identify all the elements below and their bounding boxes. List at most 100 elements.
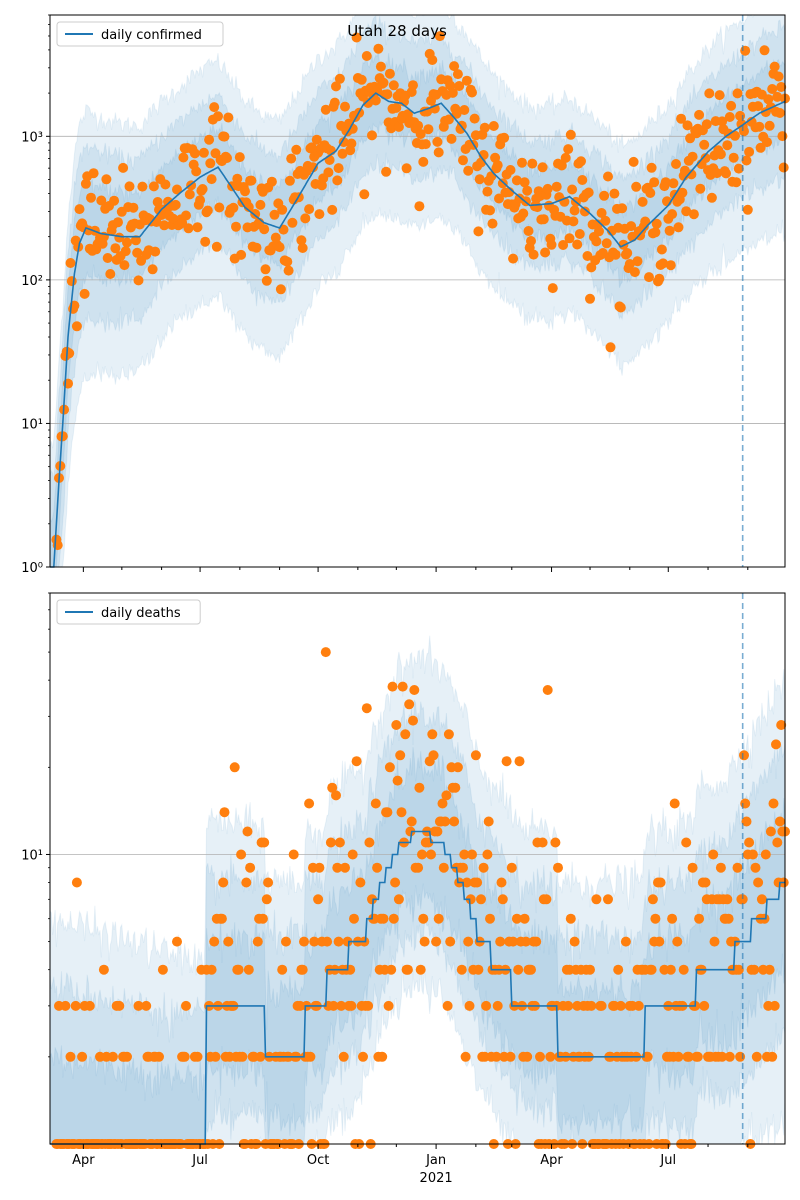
observed-point xyxy=(694,913,705,924)
observed-point xyxy=(579,206,590,217)
observed-point xyxy=(615,1000,626,1011)
observed-point xyxy=(260,264,271,275)
observed-point xyxy=(669,798,680,809)
observed-point xyxy=(603,894,613,905)
observed-point xyxy=(255,1051,266,1062)
observed-point xyxy=(287,217,298,228)
observed-point xyxy=(300,213,311,224)
observed-point xyxy=(113,217,123,228)
observed-point xyxy=(332,175,343,186)
observed-point xyxy=(242,826,253,837)
x-tick-label: Jan xyxy=(425,1153,446,1168)
observed-point xyxy=(263,877,274,888)
observed-point xyxy=(192,222,203,233)
observed-point xyxy=(774,816,785,827)
observed-point xyxy=(441,790,452,801)
observed-point xyxy=(157,964,168,975)
observed-point xyxy=(184,189,195,200)
observed-point xyxy=(459,849,470,860)
x-tick-label: Oct xyxy=(307,1153,329,1168)
observed-point xyxy=(479,122,490,133)
observed-point xyxy=(760,849,771,860)
observed-point xyxy=(558,240,569,250)
observed-point xyxy=(334,837,345,848)
observed-point xyxy=(204,134,215,145)
observed-point xyxy=(243,202,254,212)
observed-point xyxy=(750,862,761,873)
observed-point xyxy=(522,1051,533,1062)
observed-point xyxy=(449,816,460,827)
observed-point xyxy=(646,964,657,975)
observed-point xyxy=(668,178,679,189)
observed-point xyxy=(351,32,362,43)
observed-point xyxy=(452,69,463,80)
observed-point xyxy=(599,190,610,201)
observed-point xyxy=(488,121,499,131)
observed-point xyxy=(313,894,324,905)
observed-point xyxy=(767,1051,778,1062)
observed-point xyxy=(642,1051,653,1062)
deaths-bands xyxy=(49,635,786,1145)
observed-point xyxy=(469,113,480,124)
observed-point xyxy=(404,699,415,710)
observed-point xyxy=(304,798,315,809)
observed-point xyxy=(671,159,681,169)
observed-point xyxy=(114,1000,125,1011)
observed-point xyxy=(576,156,586,167)
observed-point xyxy=(347,123,358,134)
observed-point xyxy=(431,936,442,947)
observed-point xyxy=(141,1000,152,1011)
observed-point xyxy=(356,74,367,85)
observed-point xyxy=(122,1051,132,1062)
observed-point xyxy=(726,100,737,111)
observed-point xyxy=(467,87,477,98)
observed-point xyxy=(565,129,576,140)
observed-point xyxy=(181,210,191,221)
observed-point xyxy=(308,162,318,173)
y-tick-label: 10¹ xyxy=(21,417,43,432)
observed-point xyxy=(147,264,158,275)
observed-point xyxy=(537,837,548,848)
observed-point xyxy=(377,1051,388,1062)
observed-point xyxy=(601,238,612,249)
observed-point xyxy=(281,936,291,947)
observed-point xyxy=(206,174,217,185)
observed-point xyxy=(773,71,784,82)
observed-point xyxy=(735,1051,746,1062)
observed-point xyxy=(148,181,159,192)
observed-point xyxy=(492,1000,503,1011)
observed-point xyxy=(542,183,553,194)
observed-point xyxy=(569,936,580,947)
observed-point xyxy=(537,162,548,173)
observed-point xyxy=(759,45,770,56)
observed-point xyxy=(456,964,467,975)
observed-point xyxy=(673,222,684,233)
observed-point xyxy=(513,964,524,975)
observed-point xyxy=(261,894,272,905)
observed-point xyxy=(417,849,427,860)
observed-point xyxy=(327,204,338,215)
observed-point xyxy=(496,877,507,888)
observed-point xyxy=(237,1051,248,1062)
observed-point xyxy=(695,183,706,194)
deaths-panel: 10¹ Apr Jul Oct Jan Apr Jul 2021 daily deaths xyxy=(21,592,790,1186)
observed-point xyxy=(665,964,676,975)
observed-point xyxy=(583,187,594,198)
observed-point xyxy=(767,84,778,94)
observed-point xyxy=(717,116,728,127)
observed-point xyxy=(483,816,494,827)
observed-point xyxy=(564,233,575,244)
observed-point xyxy=(463,936,474,947)
observed-point xyxy=(772,837,783,848)
observed-point xyxy=(754,121,765,132)
observed-point xyxy=(722,894,733,905)
median-line xyxy=(50,92,786,568)
observed-point xyxy=(393,121,404,132)
observed-point xyxy=(209,936,220,947)
observed-point xyxy=(753,101,764,112)
observed-point xyxy=(478,862,489,873)
observed-point xyxy=(532,202,543,213)
observed-point xyxy=(370,798,381,809)
observed-point xyxy=(255,199,266,210)
observed-point xyxy=(741,816,752,827)
